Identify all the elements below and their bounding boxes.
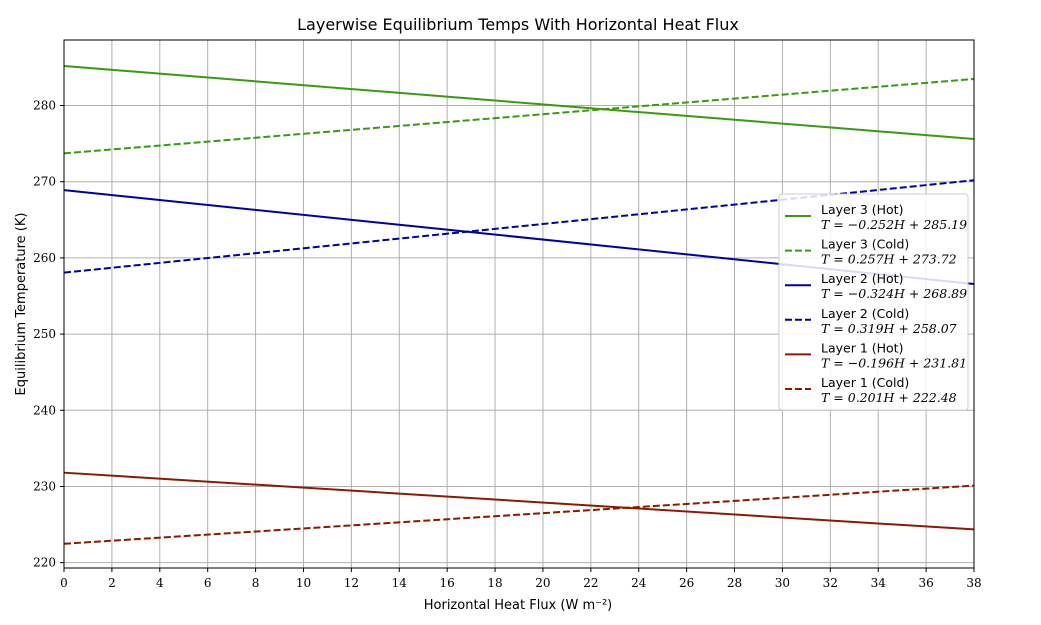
legend-equation: T = 0.257H + 273.72: [821, 252, 957, 267]
series-line-1: [63, 64, 975, 140]
plot-frame: [63, 39, 975, 569]
x-tick-label: 28: [727, 576, 742, 590]
x-tick-label: 12: [344, 576, 359, 590]
y-tick-label: 240: [33, 403, 56, 417]
legend-equation: T = −0.196H + 231.81: [821, 355, 967, 370]
x-tick-label: 2: [108, 576, 116, 590]
legend-label: Layer 2 (Hot): [821, 271, 903, 286]
x-tick-label: 26: [679, 576, 694, 590]
legend-label: Layer 1 (Cold): [821, 375, 909, 390]
series-line-5: [63, 471, 975, 531]
legend-label: Layer 2 (Cold): [821, 306, 909, 321]
legend-box: [778, 193, 969, 411]
y-tick-label: 220: [33, 556, 56, 570]
series-line-6: [63, 484, 975, 545]
x-axis-label: Horizontal Heat Flux (W m⁻²): [424, 598, 613, 613]
x-tick-label: 38: [966, 576, 981, 590]
legend-label: Layer 1 (Hot): [821, 340, 903, 355]
y-tick-label: 260: [33, 251, 56, 265]
x-tick-label: 32: [823, 576, 838, 590]
x-tick-label: 6: [204, 576, 212, 590]
x-tick-label: 20: [535, 576, 550, 590]
y-tick-label: 270: [33, 175, 56, 189]
y-axis: 220 230 240 250 260 270 280: [33, 99, 64, 570]
x-tick-label: 30: [775, 576, 790, 590]
y-tick-label: 280: [33, 99, 56, 113]
x-axis: 0 2 4 6 8 10 12 14 16 18 20 22 24 26 28 30 32 34 36 38: [60, 568, 982, 590]
x-tick-label: 14: [392, 576, 408, 590]
legend-equation: T = −0.324H + 268.89: [821, 286, 967, 301]
x-tick-label: 18: [487, 576, 502, 590]
y-tick-label: 250: [33, 327, 56, 341]
x-tick-label: 16: [440, 576, 455, 590]
x-tick-label: 24: [631, 576, 647, 590]
y-axis-label: Equilibrium Temperature (K): [14, 213, 29, 396]
x-tick-label: 8: [252, 576, 260, 590]
legend-equation: T = 0.201H + 222.48: [821, 390, 957, 405]
y-tick-label: 230: [33, 479, 56, 493]
legend-label: Layer 3 (Hot): [821, 202, 903, 217]
legend-equation: T = 0.319H + 258.07: [821, 321, 957, 336]
x-tick-label: 36: [918, 576, 933, 590]
legend: Layer 3 (Hot)T = −0.252H + 285.19 Layer 3…: [778, 193, 969, 411]
x-tick-label: 22: [583, 576, 598, 590]
x-tick-label: 34: [871, 576, 887, 590]
series-line-2: [63, 77, 975, 155]
x-tick-label: 0: [60, 576, 68, 590]
x-tick-label: 4: [156, 576, 164, 590]
x-tick-label: 10: [296, 576, 311, 590]
chart-title: Layerwise Equilibrium Temps With Horizon…: [297, 15, 739, 34]
legend-label: Layer 3 (Cold): [821, 237, 909, 252]
legend-equation: T = −0.252H + 285.19: [821, 217, 967, 232]
